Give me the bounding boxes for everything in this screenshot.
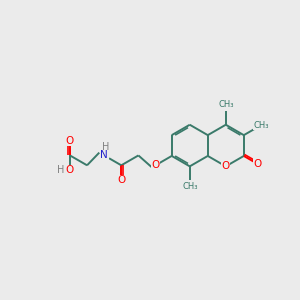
Text: CH₃: CH₃ [218, 100, 233, 109]
Text: H: H [57, 165, 65, 175]
Text: CH₃: CH₃ [254, 121, 269, 130]
Text: O: O [66, 136, 74, 146]
Text: CH₃: CH₃ [182, 182, 197, 191]
Text: H: H [102, 142, 109, 152]
Text: N: N [100, 150, 108, 161]
Text: O: O [222, 161, 230, 171]
Text: O: O [152, 160, 160, 170]
Text: O: O [253, 159, 261, 169]
Text: O: O [66, 165, 74, 175]
Text: O: O [117, 175, 125, 185]
